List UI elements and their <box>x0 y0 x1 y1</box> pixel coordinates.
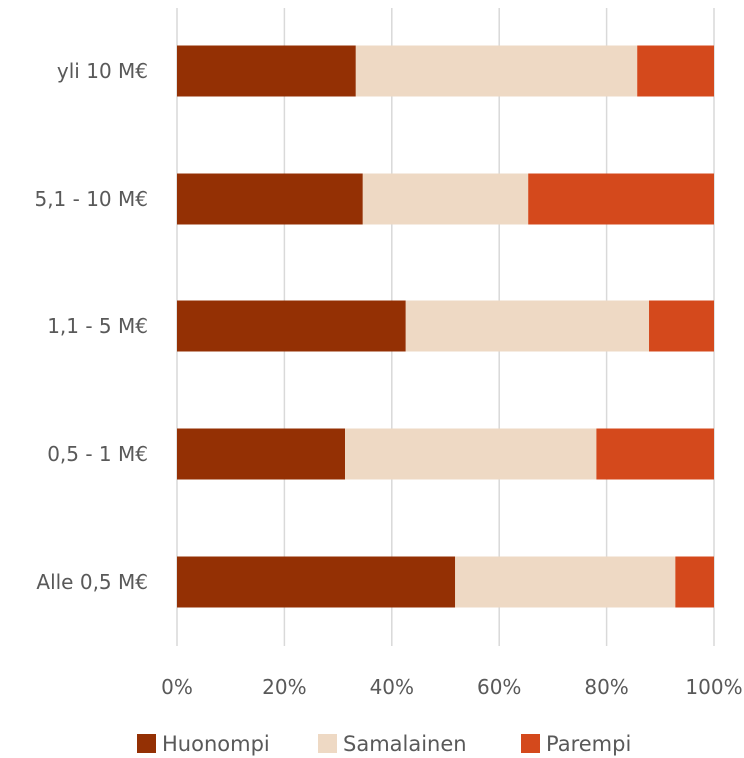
x-tick-label: 0% <box>161 675 193 699</box>
legend-label: Samalainen <box>343 732 467 756</box>
legend-label: Huonompi <box>162 732 270 756</box>
x-tick-label: 20% <box>262 675 306 699</box>
bar-segment <box>362 173 529 225</box>
legend-label: Parempi <box>546 732 631 756</box>
x-tick-label: 40% <box>370 675 414 699</box>
category-label: Alle 0,5 M€ <box>36 570 148 594</box>
bars <box>177 45 714 608</box>
category-label: 0,5 - 1 M€ <box>47 442 148 466</box>
category-labels: yli 10 M€ 5,1 - 10 M€ 1,1 - 5 M€ 0,5 - 1 M€… <box>34 59 148 594</box>
bar-segment <box>177 300 406 352</box>
category-label: 5,1 - 10 M€ <box>34 187 148 211</box>
bar-segment <box>596 428 714 480</box>
x-tick-label: 80% <box>584 675 628 699</box>
category-label: 1,1 - 5 M€ <box>47 314 148 338</box>
x-axis-ticks: 0% 20% 40% 60% 80% 100% <box>161 675 742 699</box>
bar-segment <box>177 173 363 225</box>
bar-segment <box>675 556 714 608</box>
legend: Huonompi Samalainen Parempi <box>137 732 631 756</box>
bar-segment <box>528 173 714 225</box>
bar-segment <box>649 300 714 352</box>
legend-swatch <box>521 734 540 753</box>
bar-segment <box>455 556 676 608</box>
bar-segment <box>637 45 714 97</box>
legend-swatch <box>137 734 156 753</box>
bar-segment <box>177 556 456 608</box>
bar-segment <box>177 428 346 480</box>
x-tick-label: 60% <box>477 675 521 699</box>
bar-segment <box>177 45 356 97</box>
bar-segment <box>355 45 638 97</box>
x-tick-label: 100% <box>685 675 742 699</box>
legend-swatch <box>318 734 337 753</box>
bar-segment <box>345 428 597 480</box>
bar-segment <box>405 300 650 352</box>
category-label: yli 10 M€ <box>57 59 148 83</box>
